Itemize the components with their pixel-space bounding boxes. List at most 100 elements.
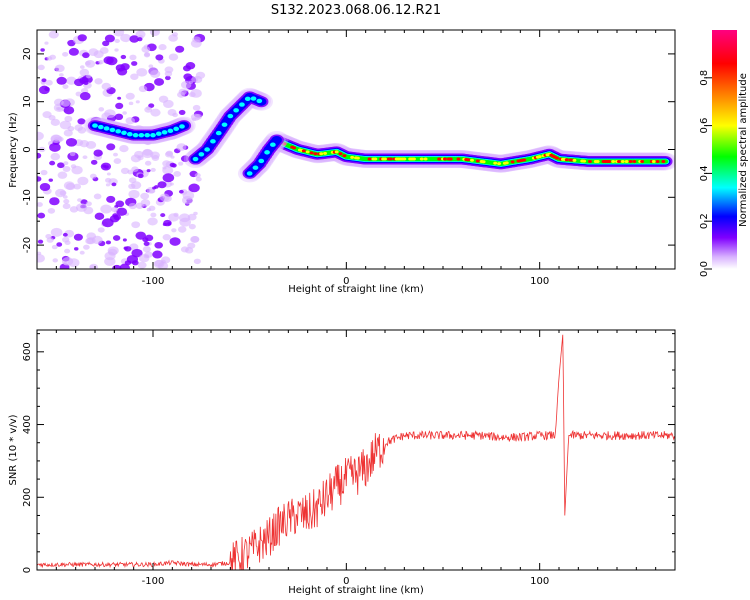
heatmap-upper-left-trace-core bbox=[198, 152, 205, 157]
heatmap-noise-blob bbox=[55, 188, 66, 198]
heatmap-noise-blob bbox=[129, 54, 137, 61]
heatmap-noise-blob bbox=[47, 208, 56, 214]
heatmap-noise-blob bbox=[154, 78, 165, 86]
heatmap-noise-blob bbox=[63, 129, 73, 137]
heatmap-main-trace-core bbox=[342, 154, 347, 158]
heatmap-noise-blob bbox=[44, 86, 50, 92]
heatmap-main-trace-core bbox=[388, 157, 393, 161]
heatmap-noise-blob bbox=[144, 139, 152, 146]
heatmap-noise-blob bbox=[63, 199, 70, 204]
heatmap-upper-left-trace-core bbox=[210, 139, 216, 144]
heatmap-noise-blob bbox=[141, 149, 154, 159]
heatmap-noise-blob bbox=[171, 228, 177, 233]
heatmap-noise-blob bbox=[39, 182, 51, 191]
heatmap-noise-blob bbox=[137, 261, 147, 269]
heatmap-noise-blob bbox=[162, 173, 175, 183]
heatmap-left-cluster-core bbox=[167, 128, 174, 134]
heatmap-noise-blob bbox=[182, 191, 195, 200]
heatmap-noise-blob bbox=[167, 222, 172, 226]
heatmap-left-cluster-core bbox=[138, 132, 145, 138]
heatmap-main-trace-core bbox=[640, 159, 645, 163]
snr-x-tick-label: 100 bbox=[530, 576, 549, 587]
heatmap-noise-blob bbox=[185, 247, 194, 254]
heatmap-upper-left-trace-core bbox=[233, 108, 239, 113]
heatmap-main-trace-core bbox=[616, 159, 621, 163]
heatmap-noise-blob bbox=[77, 176, 89, 186]
heatmap-main-trace-core bbox=[419, 157, 424, 161]
heatmap-noise-blob bbox=[59, 120, 72, 130]
heatmap-noise-blob bbox=[104, 257, 116, 266]
heatmap-noise-blob bbox=[98, 107, 105, 112]
heatmap-noise-blob bbox=[37, 202, 43, 207]
snr-frame bbox=[36, 329, 676, 571]
heatmap-main-trace-core bbox=[423, 157, 428, 161]
heatmap-noise-blob bbox=[65, 182, 76, 191]
heatmap-noise-blob bbox=[46, 237, 54, 243]
heatmap-noise-blob bbox=[108, 248, 118, 256]
heatmap-noise-blob bbox=[97, 227, 105, 233]
heatmap-noise-blob bbox=[85, 60, 96, 68]
heatmap-noise-blob bbox=[137, 173, 144, 179]
heatmap-noise-blob bbox=[122, 123, 129, 129]
heatmap-main-trace-core bbox=[470, 158, 474, 162]
heatmap-noise-blob bbox=[169, 237, 181, 246]
heatmap-left-cluster-core bbox=[150, 132, 156, 138]
heatmap-noise-blob bbox=[125, 92, 135, 100]
heatmap-main-trace-core bbox=[475, 159, 480, 163]
heatmap-noise-blob bbox=[177, 91, 186, 98]
heatmap-noise-blob bbox=[140, 192, 150, 200]
heatmap-noise-blob bbox=[106, 56, 118, 66]
heatmap-noise-blob bbox=[148, 64, 154, 69]
heatmap-noise-blob bbox=[105, 177, 112, 183]
heatmap-noise-blob bbox=[162, 222, 168, 227]
heatmap-noise-blob bbox=[144, 52, 151, 57]
heatmap-main-trace-core bbox=[437, 157, 442, 161]
heatmap-noise-blob bbox=[62, 203, 71, 210]
heatmap-main-trace-core bbox=[448, 157, 453, 161]
heatmap-noise-blob bbox=[101, 218, 114, 228]
heatmap-diagonal-trace-core bbox=[258, 158, 265, 164]
heatmap-main-trace-core bbox=[611, 159, 616, 163]
heatmap-diagonal-trace-core bbox=[264, 150, 270, 155]
heatmap-noise-blob bbox=[51, 244, 58, 250]
heatmap-noise-blob bbox=[90, 159, 98, 165]
heatmap-main-trace-core bbox=[292, 146, 297, 150]
heatmap-noise-blob bbox=[187, 213, 197, 221]
heatmap-noise-blob bbox=[98, 59, 104, 65]
heatmap-noise-blob bbox=[101, 82, 112, 91]
heatmap-noise-blob bbox=[77, 118, 86, 125]
heatmap-noise-blob bbox=[163, 99, 174, 109]
heatmap-noise-blob bbox=[148, 103, 155, 108]
heatmap-main-trace-core bbox=[651, 159, 656, 163]
heatmap-noise-blob bbox=[46, 56, 53, 61]
colorbar-gradient bbox=[712, 30, 737, 269]
heatmap-noise-blob bbox=[91, 235, 103, 245]
snr-plot-area bbox=[37, 330, 675, 570]
heatmap-main-trace-core bbox=[620, 159, 625, 163]
heatmap-noise-blob bbox=[192, 104, 201, 111]
heatmap-noise-blob bbox=[64, 240, 71, 246]
heatmap-main-trace-core bbox=[367, 157, 372, 161]
heatmap-noise-blob bbox=[120, 167, 130, 175]
spectrogram-x-tick-label: 0 bbox=[343, 276, 349, 287]
heatmap-noise-blob bbox=[151, 155, 160, 161]
heatmap-noise-blob bbox=[135, 100, 140, 104]
heatmap-noise-blob bbox=[176, 143, 187, 151]
heatmap-noise-blob bbox=[85, 140, 97, 149]
heatmap-noise-blob bbox=[159, 193, 170, 202]
heatmap-main-trace-core bbox=[412, 157, 416, 161]
heatmap-noise-blob bbox=[56, 76, 67, 85]
heatmap-noise-blob bbox=[195, 71, 206, 79]
heatmap-noise-blob bbox=[146, 169, 151, 173]
heatmap-left-cluster-core bbox=[115, 129, 122, 134]
heatmap-main-trace-core bbox=[628, 159, 633, 163]
heatmap-noise-blob bbox=[89, 265, 95, 269]
heatmap-main-trace-core bbox=[497, 162, 502, 166]
heatmap-noise-blob bbox=[102, 40, 110, 47]
heatmap-left-cluster-core bbox=[109, 127, 116, 133]
heatmap-noise-blob bbox=[50, 227, 63, 237]
heatmap-noise-blob bbox=[77, 198, 82, 202]
heatmap-noise-blob bbox=[37, 131, 44, 141]
